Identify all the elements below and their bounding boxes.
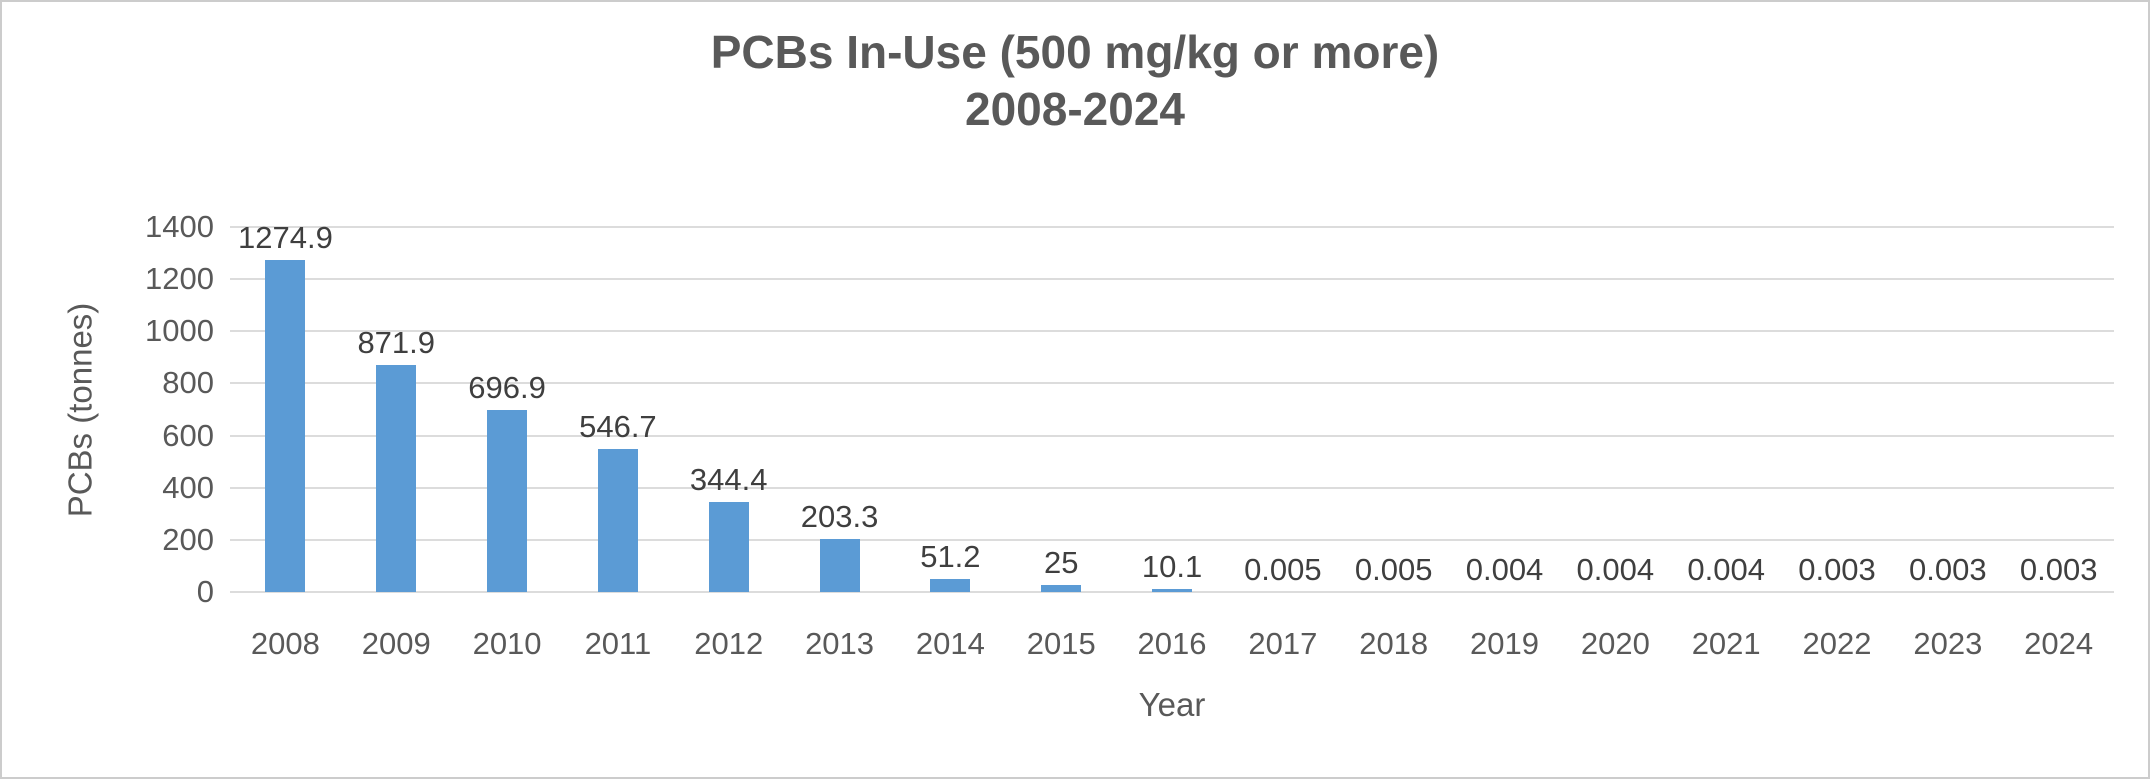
data-label-2020: 0.004 <box>1576 552 1655 587</box>
data-label-2021: 0.004 <box>1687 552 1765 587</box>
category-column-2016: 10.1 2016 <box>1117 227 1228 661</box>
chart-title-line-1: PCBs In-Use (500 mg/kg or more) <box>710 26 1440 78</box>
data-label-2012: 344.4 <box>689 462 768 498</box>
data-label-2016: 10.1 <box>1141 549 1203 585</box>
x-axis-tick-label-2018: 2018 <box>1359 626 1429 661</box>
bar-columns: 1274.9 2008 871.9 2009 696.9 2010 546.7 2011 344… <box>230 220 2114 662</box>
gridline-800 <box>230 382 2114 385</box>
gridline-0 <box>230 591 2114 593</box>
bar-2011 <box>597 449 638 592</box>
y-axis-ticks: 0 200 400 600 800 1000 1200 1400 <box>2 209 214 609</box>
bar-2014 <box>930 578 971 592</box>
data-label-2015: 25 <box>1043 545 1079 581</box>
y-axis-tick-label-1200: 1200 <box>145 261 214 297</box>
data-label-2019: 0.004 <box>1465 552 1544 587</box>
data-label-2011: 546.7 <box>579 409 657 445</box>
gridline-1400 <box>230 226 2114 228</box>
category-column-2013: 203.3 2013 <box>784 227 895 662</box>
chart-title: PCBs In-Use (500 mg/kg or more) 2008-202… <box>2 24 2148 138</box>
category-column-2008: 1274.9 2008 <box>230 220 341 661</box>
x-axis-tick-label-2009: 2009 <box>361 626 431 661</box>
bar-2012 <box>708 502 749 592</box>
gridline-400 <box>230 486 2114 489</box>
gridline-200 <box>230 538 2114 541</box>
data-label-2010: 696.9 <box>468 370 546 406</box>
x-axis-tick-label-2013: 2013 <box>805 626 875 661</box>
bar-2013 <box>819 539 860 592</box>
x-axis-tick-label-2022: 2022 <box>1802 626 1872 661</box>
category-column-2011: 546.7 2011 <box>562 227 673 661</box>
data-label-2023: 0.003 <box>1909 552 1987 587</box>
x-axis-tick-label-2015: 2015 <box>1026 626 1096 661</box>
x-axis-tick-label-2023: 2023 <box>1913 626 1983 661</box>
chart-title-line-2: 2008-2024 <box>965 83 1185 135</box>
bar-2009 <box>376 364 417 592</box>
bar-2010 <box>487 410 528 592</box>
x-axis-tick-label-2010: 2010 <box>472 626 542 661</box>
gridline-600 <box>230 434 2114 437</box>
x-axis-tick-label-2011: 2011 <box>584 626 652 661</box>
gridline-1200 <box>230 278 2114 281</box>
category-column-2010: 696.9 2010 <box>452 227 563 661</box>
category-column-2022: 0.003 2022 <box>1782 227 1893 662</box>
x-axis-tick-label-2019: 2019 <box>1470 626 1539 661</box>
category-column-2024: 0.003 2024 <box>2003 227 2114 662</box>
category-column-2023: 0.003 2023 <box>1892 227 2003 662</box>
data-label-2018: 0.005 <box>1354 552 1433 587</box>
data-label-2014: 51.2 <box>920 538 981 574</box>
y-axis-tick-label-1000: 1000 <box>145 313 214 349</box>
data-label-2022: 0.003 <box>1798 552 1876 587</box>
category-column-2012: 344.4 2012 <box>673 227 784 661</box>
y-axis-tick-label-1400: 1400 <box>145 209 214 244</box>
data-label-2009: 871.9 <box>357 324 436 360</box>
category-column-2018: 0.005 2018 <box>1338 227 1449 662</box>
bar-2015 <box>1041 585 1082 592</box>
y-axis-tick-label-800: 800 <box>162 365 214 401</box>
category-column-2017: 0.005 2017 <box>1227 227 1338 662</box>
y-axis-tick-label-200: 200 <box>162 521 214 557</box>
x-axis-title: Year <box>1138 686 1206 723</box>
category-column-2009: 871.9 2009 <box>341 227 452 661</box>
x-axis-tick-label-2016: 2016 <box>1137 626 1207 661</box>
y-axis-tick-label-600: 600 <box>162 417 214 453</box>
category-column-2019: 0.004 2019 <box>1449 227 1560 662</box>
bar-2008 <box>265 259 306 592</box>
gridline-1000 <box>230 330 2114 333</box>
category-column-2014: 51.2 2014 <box>895 227 1006 661</box>
category-column-2015: 25 2015 <box>1006 227 1117 661</box>
x-axis-tick-label-2012: 2012 <box>694 626 764 661</box>
plot-area: 1274.9 2008 871.9 2009 696.9 2010 546.7 2011 344… <box>230 220 2114 662</box>
data-label-2024: 0.003 <box>2019 552 2098 587</box>
data-label-2008: 1274.9 <box>237 219 333 255</box>
x-axis-tick-label-2008: 2008 <box>250 626 320 661</box>
x-axis-tick-label-2021: 2021 <box>1691 626 1761 661</box>
x-axis-tick-label-2017: 2017 <box>1248 626 1318 661</box>
x-axis-tick-label-2024: 2024 <box>2024 626 2094 661</box>
bar-2016 <box>1152 589 1193 592</box>
x-axis-tick-label-2014: 2014 <box>915 626 985 661</box>
category-column-2020: 0.004 2020 <box>1560 227 1671 662</box>
category-column-2021: 0.004 2021 <box>1671 227 1782 662</box>
data-label-2013: 203.3 <box>800 499 879 534</box>
y-axis-tick-label-0: 0 <box>196 574 214 609</box>
y-axis-tick-label-400: 400 <box>162 469 214 505</box>
data-label-2017: 0.005 <box>1244 552 1322 587</box>
x-axis-tick-label-2020: 2020 <box>1580 626 1650 661</box>
